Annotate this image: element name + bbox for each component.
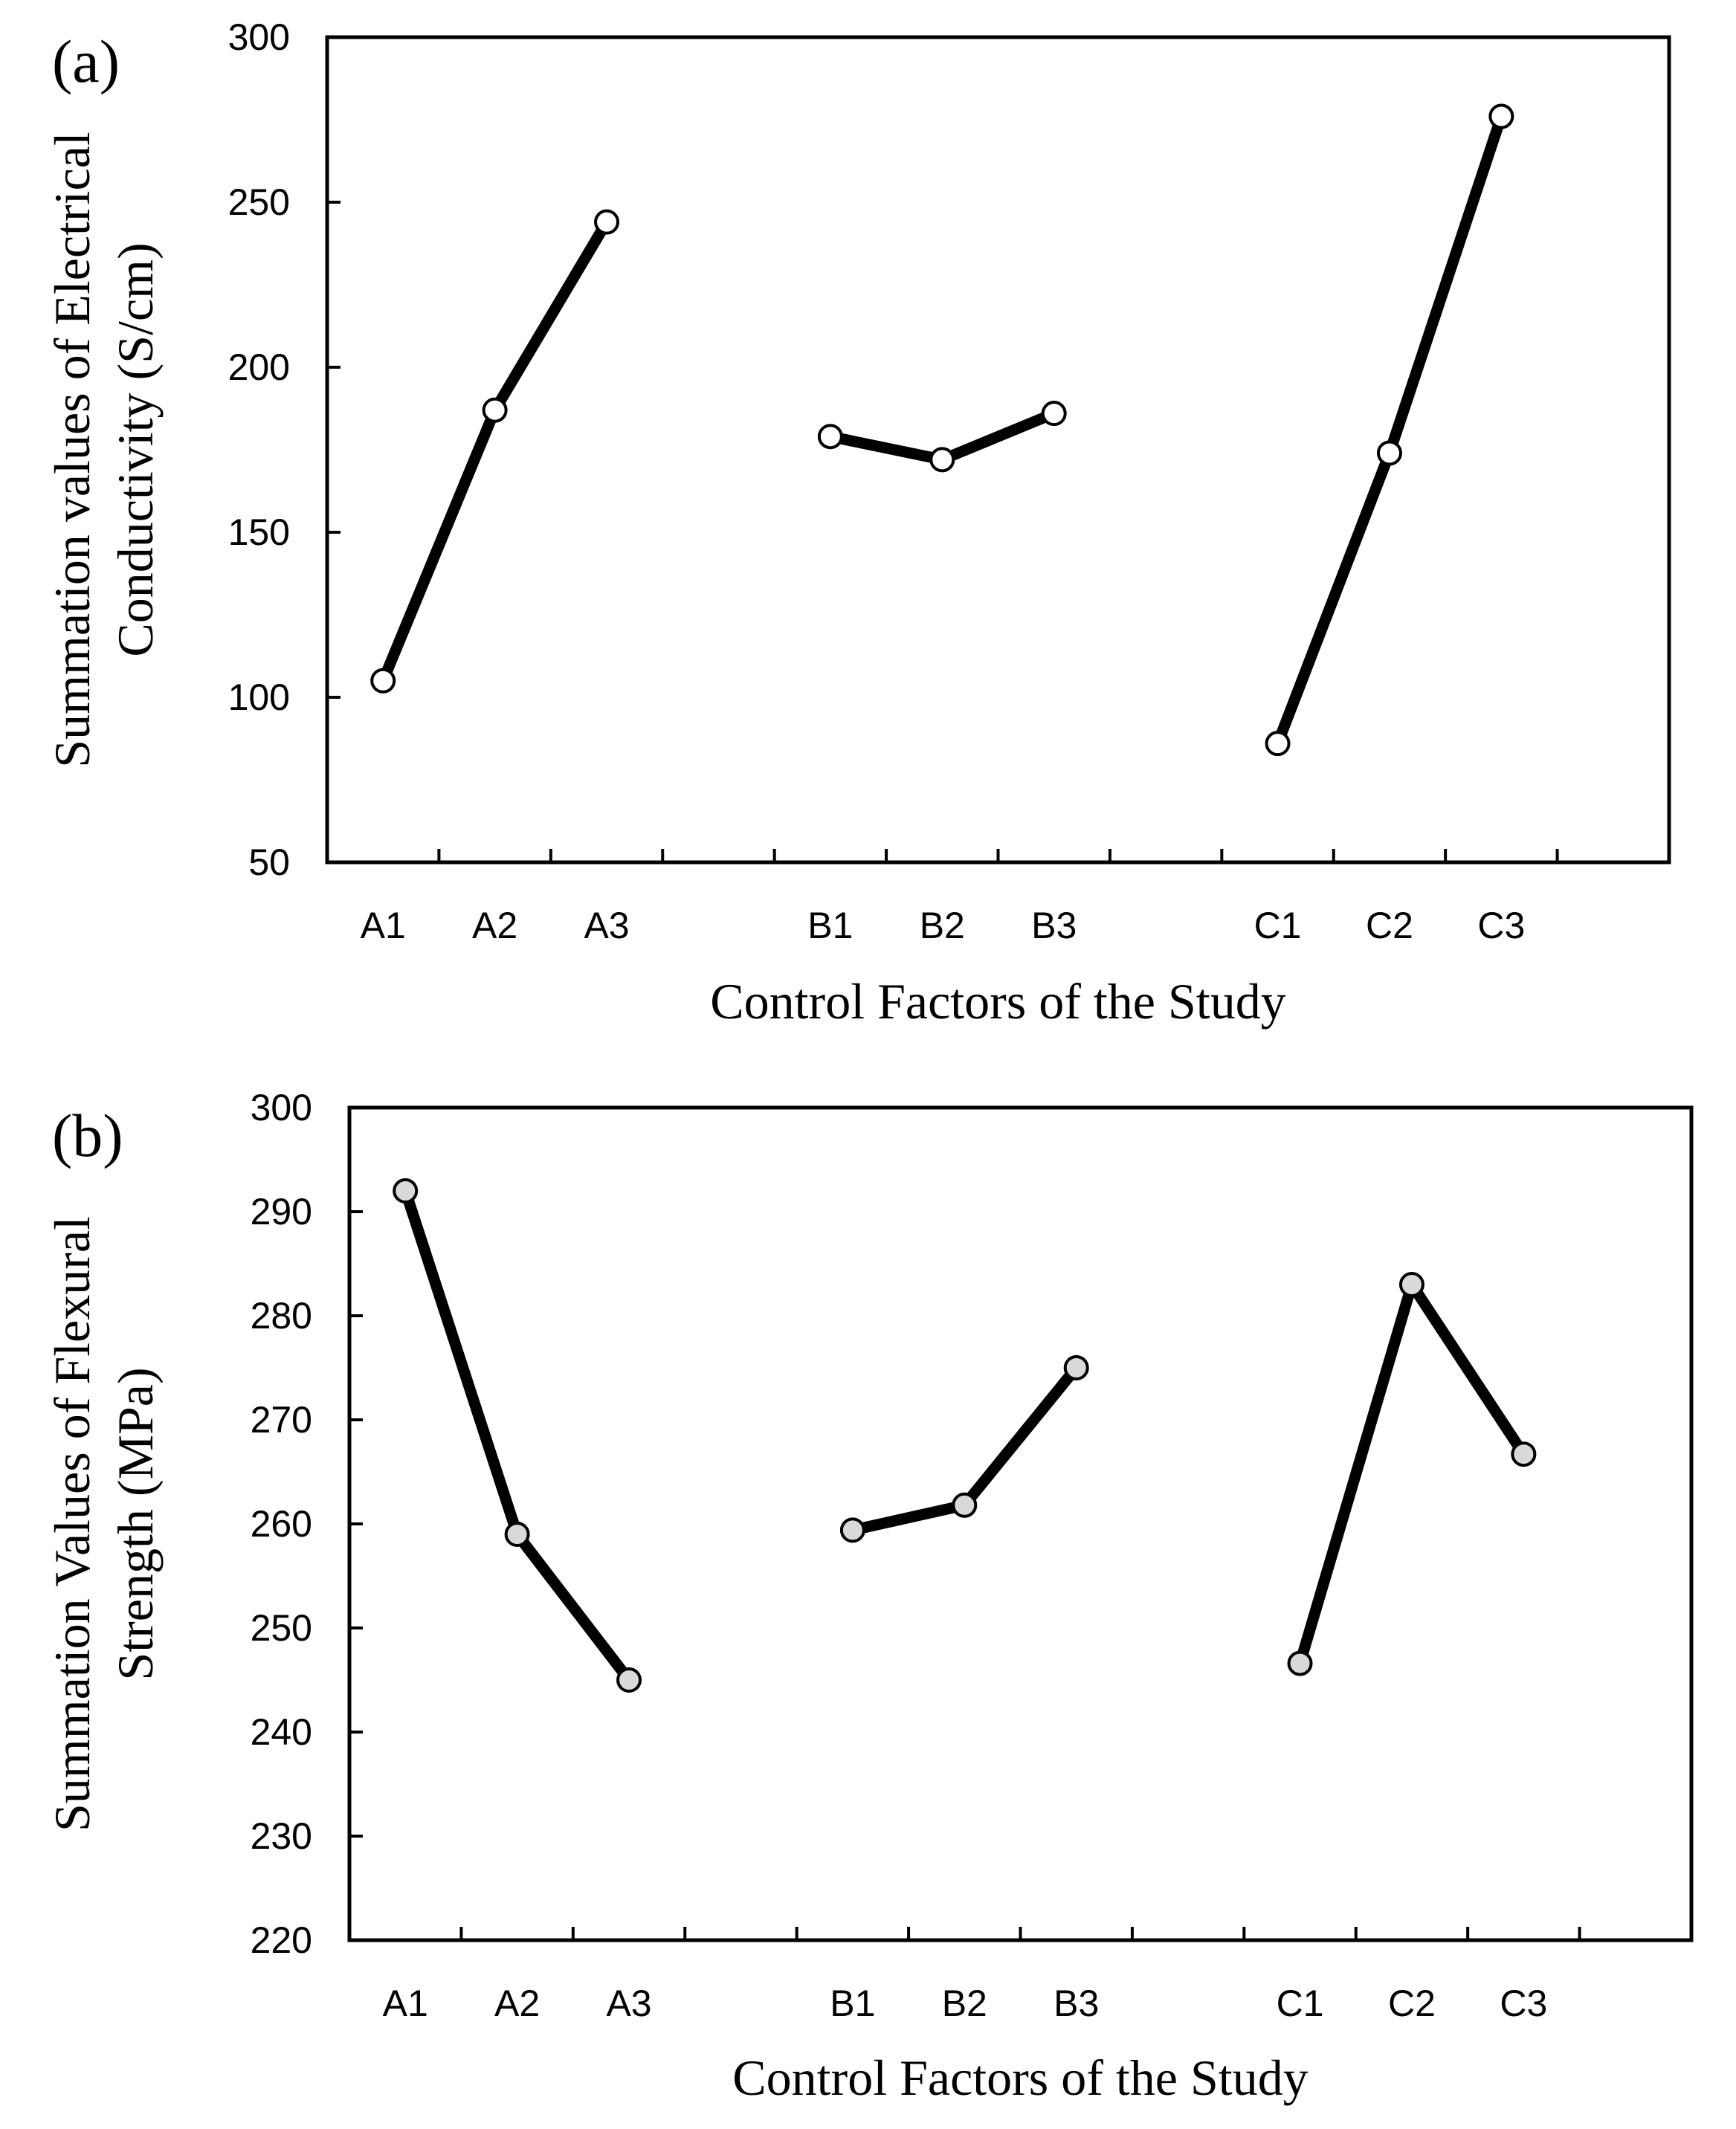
panel-b-x-tick-label: A3: [606, 1983, 651, 2024]
panel-b-x-tick-label: A1: [383, 1983, 428, 2024]
panel-b-label: (b): [52, 1102, 123, 1169]
panel-b-x-tick-label: C3: [1500, 1983, 1547, 2024]
panel-b-x-tick-label: A2: [494, 1983, 540, 2024]
panel-b-series-c-line: [1294, 1279, 1529, 1670]
panel-a-point-b3: [1041, 401, 1067, 427]
panel-a-point-a3: [594, 209, 620, 235]
panel-a-label: (a): [52, 28, 120, 95]
panel-b-y-tick-label: 220: [251, 1919, 312, 1961]
panel-a-point-b2: [929, 447, 955, 473]
panel-b-x-tick-label: B2: [942, 1983, 987, 2024]
panel-b-y-axis-title-line-2: Strength (MPa): [107, 1367, 164, 1680]
panel-b-y-tick-label: 240: [251, 1711, 312, 1753]
panel-b-y-tick-label: 230: [251, 1815, 312, 1857]
panel-b-point-a1: [393, 1178, 419, 1204]
panel-b-chart: (b) 220 230 240 250 260 270 280 290 300 A1 A2 A3 B1 B2…: [44, 1087, 1694, 2106]
panel-b-series-a-line: [399, 1185, 635, 1686]
panel-b-point-a2: [504, 1522, 530, 1547]
panel-b-plot-frame: [347, 1105, 1694, 1942]
panel-a-y-tick-label: 300: [228, 16, 290, 58]
panel-b-point-a3: [616, 1667, 642, 1693]
panel-b-point-b1: [839, 1517, 865, 1543]
panel-b-x-tick-label: C2: [1388, 1983, 1436, 2024]
panel-b-y-tick-label: 270: [251, 1399, 312, 1441]
panel-b-x-tick-label: B3: [1053, 1983, 1099, 2024]
panel-a-chart: (a) 50 100 150 200 250 300 A1 A2 A3 B1 B2 B3 C1 C2 C3 Co…: [44, 16, 1671, 1030]
panel-a-point-a1: [370, 668, 396, 694]
panel-b-point-b3: [1063, 1355, 1089, 1380]
panel-a-x-tick-label: B2: [920, 905, 965, 946]
panel-a-x-tick-label: C1: [1254, 905, 1302, 946]
panel-a-y-tick-label: 50: [248, 841, 290, 883]
panel-b-y-axis-title-line-1: Summation Values of Flexural: [44, 1216, 100, 1832]
panel-a-x-tick-label: B1: [807, 905, 853, 946]
panel-b-y-tick-label: 250: [251, 1607, 312, 1649]
panel-b-y-tick-label: 300: [251, 1087, 312, 1128]
panel-a-x-tick-label: C3: [1477, 905, 1525, 946]
panel-b-point-c2: [1398, 1272, 1424, 1297]
panel-b-point-b2: [952, 1492, 978, 1518]
panel-a-y-axis-title-line-2: Conductivity (S/cm): [107, 242, 164, 656]
panel-a-y-tick-label: 100: [228, 676, 290, 718]
panel-a-x-tick-label: A1: [361, 905, 406, 946]
panel-a-series-c-line: [1272, 111, 1507, 749]
panel-b-x-tick-label: B1: [830, 1983, 875, 2024]
panel-a-x-tick-label: B3: [1031, 905, 1077, 946]
panel-b-x-tick-label: C1: [1277, 1983, 1324, 2024]
panel-a-x-axis-title: Control Factors of the Study: [710, 973, 1285, 1030]
panel-a-x-tick-label: A3: [584, 905, 629, 946]
panel-a-y-tick-label: 250: [228, 181, 290, 223]
panel-b-y-tick-label: 280: [251, 1295, 312, 1337]
panel-a-point-b1: [817, 424, 843, 450]
panel-b-point-c1: [1287, 1650, 1313, 1676]
panel-b-y-tick-label: 290: [251, 1191, 312, 1233]
panel-a-y-tick-label: 200: [228, 346, 290, 388]
panel-a-point-a2: [482, 397, 508, 423]
panel-a-point-c1: [1265, 731, 1291, 757]
panel-a-point-c3: [1488, 103, 1514, 129]
panel-a-x-tick-label: C2: [1366, 905, 1413, 946]
panel-a-series-a-line: [377, 216, 613, 687]
panel-b-y-tick-label: 260: [251, 1503, 312, 1545]
panel-a-x-tick-label: A2: [472, 905, 517, 946]
panel-a-plot-frame: [325, 35, 1671, 865]
panel-b-point-c3: [1511, 1441, 1537, 1467]
panel-b-x-axis-title: Control Factors of the Study: [732, 2049, 1308, 2106]
panel-a-point-c2: [1376, 440, 1402, 466]
panel-a-y-axis-title-line-1: Summation values of Electrical: [44, 132, 100, 767]
panel-a-y-tick-label: 150: [228, 511, 290, 553]
